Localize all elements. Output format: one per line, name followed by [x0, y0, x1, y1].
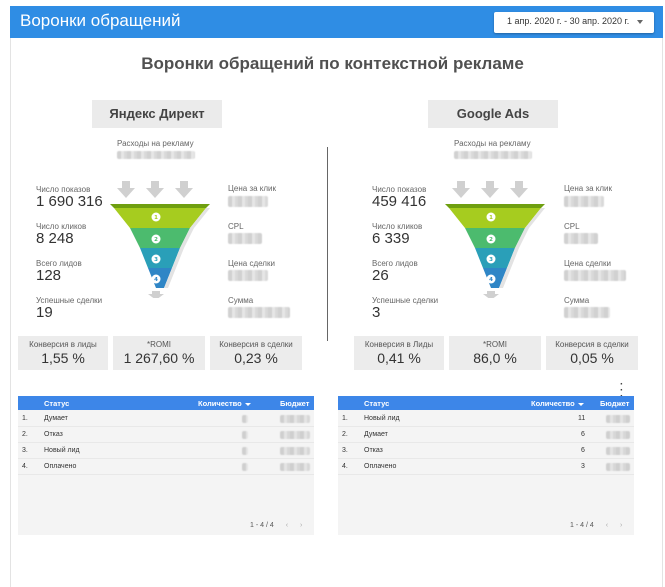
deals-label: Успешные сделки — [372, 296, 439, 305]
sum-value-redacted — [228, 307, 290, 318]
cpl-label: CPL — [228, 222, 244, 231]
column-header-status[interactable]: Статус — [44, 399, 70, 408]
sort-desc-icon — [577, 402, 584, 406]
table-row[interactable]: 1. Новый лид 11 — [338, 411, 634, 427]
date-range-value: 1 апр. 2020 г. - 30 апр. 2020 г. — [507, 16, 630, 26]
panel-divider — [327, 147, 328, 341]
funnel-step-top — [445, 204, 545, 208]
table-row[interactable]: 3. Отказ 6 — [338, 443, 634, 459]
pagination-range: 1 - 4 / 4 — [570, 522, 594, 529]
funnel-step-number: 1 — [154, 215, 158, 221]
dropdown-caret-icon — [637, 20, 643, 24]
leads-label: Всего лидов — [36, 259, 82, 268]
down-arrow-icon — [452, 181, 528, 198]
kpi-lead-conversion: Конверсия в лиды 1,55 % — [18, 336, 108, 370]
pagination-range: 1 - 4 / 4 — [250, 522, 274, 529]
impressions-label: Число показов — [36, 185, 91, 194]
pagination: 1 - 4 / 4 ‹ › — [570, 522, 622, 529]
table-row[interactable]: 2. Думает 6 — [338, 427, 634, 443]
table-row[interactable]: 1. Думает — [18, 411, 314, 427]
app-title: Воронки обращений — [20, 11, 181, 30]
deals-value: 19 — [36, 304, 53, 321]
table-row[interactable]: 2. Отказ — [18, 427, 314, 443]
clicks-label: Число кликов — [372, 222, 423, 231]
chevron-right-icon[interactable]: › — [619, 522, 623, 529]
clicks-value: 8 248 — [36, 230, 74, 247]
deal-price-label: Цена сделки — [564, 259, 611, 268]
cpc-label: Цена за клик — [564, 184, 613, 193]
funnel-step-number: 2 — [489, 237, 493, 243]
cpl-value-redacted — [564, 233, 598, 244]
cpc-value-redacted — [564, 196, 604, 207]
funnel-step-number: 3 — [489, 257, 493, 263]
funnel-graphic-google: 1 2 3 4 — [445, 181, 545, 298]
deal-price-value-redacted — [564, 270, 626, 281]
chevron-left-icon[interactable]: ‹ — [605, 522, 609, 529]
funnel-step-number: 1 — [489, 215, 493, 221]
pagination: 1 - 4 / 4 ‹ › — [250, 522, 302, 529]
report-title: Воронки обращений по контекстной рекламе — [141, 54, 524, 73]
down-arrow-icon — [117, 181, 193, 198]
status-table-google: Статус Количество Бюджет 1. Новый лид 11… — [338, 396, 634, 535]
deal-price-label: Цена сделки — [228, 259, 275, 268]
table-row[interactable]: 3. Новый лид — [18, 443, 314, 459]
report-canvas — [10, 38, 663, 587]
clicks-label: Число кликов — [36, 222, 87, 231]
spend-value-redacted — [454, 151, 532, 159]
column-header-budget[interactable]: Бюджет — [280, 399, 310, 408]
column-header-status[interactable]: Статус — [364, 399, 390, 408]
impressions-value: 459 416 — [372, 193, 427, 210]
date-range-picker[interactable]: 1 апр. 2020 г. - 30 апр. 2020 г. — [494, 12, 654, 33]
leads-value: 26 — [372, 267, 389, 284]
sum-value-redacted — [564, 307, 610, 318]
deal-price-value-redacted — [228, 270, 268, 281]
platform-title-yandex: Яндекс Директ — [92, 100, 222, 128]
down-arrow-icon — [483, 291, 499, 298]
sum-label: Сумма — [564, 296, 590, 305]
table-row[interactable]: 4. Оплачено — [18, 459, 314, 475]
cpc-value-redacted — [228, 196, 268, 207]
deals-value: 3 — [372, 304, 381, 321]
status-table-yandex: Статус Количество Бюджет 1. Думает 2. От… — [18, 396, 314, 535]
clicks-value: 6 339 — [372, 230, 410, 247]
chevron-right-icon[interactable]: › — [299, 522, 303, 529]
kpi-romi: *ROMI 86,0 % — [449, 336, 541, 370]
cpl-value-redacted — [228, 233, 262, 244]
column-header-qty[interactable]: Количество — [198, 399, 251, 408]
kpi-lead-conversion: Конверсия в Лиды 0,41 % — [354, 336, 444, 370]
leads-label: Всего лидов — [372, 259, 418, 268]
funnel-step-number: 3 — [154, 257, 158, 263]
funnel-step-number: 2 — [154, 237, 158, 243]
funnel-graphic-yandex: 1 2 3 4 — [110, 181, 210, 298]
column-header-budget[interactable]: Бюджет — [600, 399, 630, 408]
impressions-value: 1 690 316 — [36, 193, 103, 210]
chevron-left-icon[interactable]: ‹ — [285, 522, 289, 529]
spend-label: Расходы на рекламу — [454, 139, 531, 148]
funnel-step-top — [110, 204, 210, 208]
leads-value: 128 — [36, 267, 62, 284]
funnel-step-number: 4 — [154, 277, 158, 283]
sort-desc-icon — [244, 402, 251, 406]
deals-label: Успешные сделки — [36, 296, 103, 305]
header-bar: Воронки обращений 1 апр. 2020 г. - 30 ап… — [10, 6, 663, 38]
table-row[interactable]: 4. Оплачено 3 — [338, 459, 634, 475]
kpi-romi: *ROMI 1 267,60 % — [113, 336, 205, 370]
down-arrow-icon — [148, 291, 164, 298]
cpc-label: Цена за клик — [228, 184, 277, 193]
kpi-deal-conversion: Конверсия в сделки 0,05 % — [546, 336, 638, 370]
sum-label: Сумма — [228, 296, 254, 305]
spend-value-redacted — [117, 151, 195, 159]
kpi-deal-conversion: Конверсия в сделки 0,23 % — [210, 336, 302, 370]
column-header-qty[interactable]: Количество — [531, 399, 584, 408]
impressions-label: Число показов — [372, 185, 427, 194]
cpl-label: CPL — [564, 222, 580, 231]
spend-label: Расходы на рекламу — [117, 139, 194, 148]
table-header: Статус Количество Бюджет — [338, 396, 634, 410]
funnel-step-number: 4 — [489, 277, 493, 283]
platform-title-google: Google Ads — [428, 100, 558, 128]
table-header: Статус Количество Бюджет — [18, 396, 314, 410]
